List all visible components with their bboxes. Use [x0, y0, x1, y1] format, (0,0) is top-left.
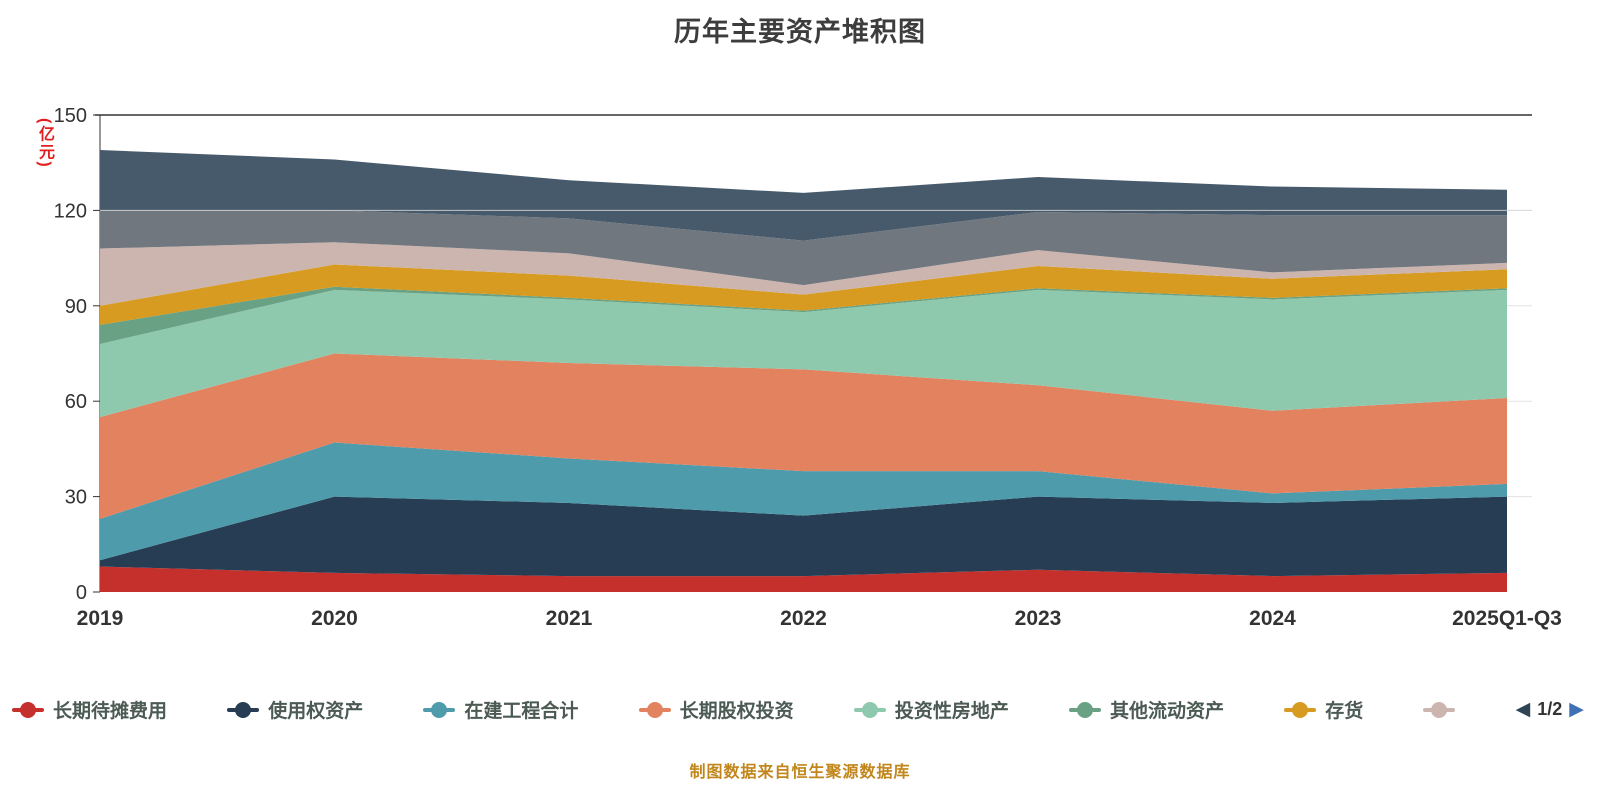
legend-item-label: 在建工程合计: [464, 701, 579, 722]
x-tick-label: 2024: [1249, 607, 1296, 630]
y-tick-label: 120: [54, 200, 87, 222]
legend-pagination: ◀ 1/2 ▶: [1516, 699, 1584, 720]
legend-marker-icon: [853, 701, 886, 718]
y-tick-label: 30: [65, 487, 87, 509]
area-series-8: [100, 210, 1507, 286]
legend-item-0[interactable]: 长期待摊费用: [12, 696, 167, 723]
legend-marker-icon: [1423, 701, 1456, 718]
y-tick-label: 60: [65, 391, 87, 413]
x-tick-label: 2023: [1015, 607, 1062, 630]
legend-marker-icon: [423, 701, 456, 718]
y-axis-unit-label: (亿元): [36, 118, 53, 169]
legend-item-1[interactable]: 使用权资产: [227, 696, 363, 723]
area-series-9: [100, 149, 1507, 241]
legend-item-label: 长期股权投资: [679, 701, 794, 722]
area-series-1: [100, 496, 1507, 577]
legend-item-label: 投资性房地产: [894, 701, 1009, 722]
area-series-4: [100, 289, 1507, 418]
legend-item-4[interactable]: 投资性房地产: [853, 696, 1009, 723]
legend-page-indicator: 1/2: [1537, 699, 1563, 719]
legend-marker-icon: [12, 701, 44, 718]
x-tick-label: 2022: [780, 607, 827, 630]
legend-item-label: 长期待摊费用: [53, 701, 168, 722]
area-series-7: [100, 242, 1507, 306]
legend-marker-icon: [1069, 701, 1102, 718]
legend-item-6[interactable]: 存货: [1284, 696, 1363, 723]
legend-item-3[interactable]: 长期股权投资: [638, 696, 794, 723]
legend-item-label: 其他流动资产: [1110, 701, 1225, 722]
legend-item-label: 使用权资产: [268, 701, 364, 722]
legend-marker-icon: [1284, 701, 1317, 718]
data-source-note: 制图数据来自恒生聚源数据库: [689, 764, 911, 781]
legend-item-2[interactable]: 在建工程合计: [423, 696, 578, 723]
chart-title: 历年主要资产堆积图: [674, 17, 926, 47]
legend-item-label: 存货: [1325, 701, 1364, 722]
x-tick-label: 2019: [77, 607, 124, 630]
y-tick-label: 90: [65, 296, 87, 318]
x-tick-label: 2020: [311, 607, 358, 630]
legend-item-7[interactable]: [1423, 701, 1456, 718]
y-tick-label: 150: [54, 105, 87, 127]
legend-marker-icon: [638, 701, 671, 718]
stacked-area-chart: 0 30 60 90 120 150 2019 2020 2021 2022 2023 2024 202…: [54, 105, 1562, 630]
legend-marker-icon: [227, 701, 260, 718]
legend: 长期待摊费用 使用权资产 在建工程合计 长期股权投资 投资性房地产 其他流动资产 存货 ◀ 1/…: [0, 696, 1600, 723]
legend-next-page-arrow-icon[interactable]: ▶: [1569, 699, 1584, 720]
y-tick-label: 0: [76, 582, 87, 604]
legend-item-5[interactable]: 其他流动资产: [1069, 696, 1224, 723]
area-series-3: [100, 353, 1507, 519]
area-series-6: [100, 264, 1507, 325]
x-tick-label: 2025Q1-Q3: [1452, 607, 1562, 630]
area-series-2: [100, 442, 1507, 561]
legend-prev-page-arrow-icon[interactable]: ◀: [1515, 699, 1531, 720]
x-tick-label: 2021: [546, 607, 593, 630]
